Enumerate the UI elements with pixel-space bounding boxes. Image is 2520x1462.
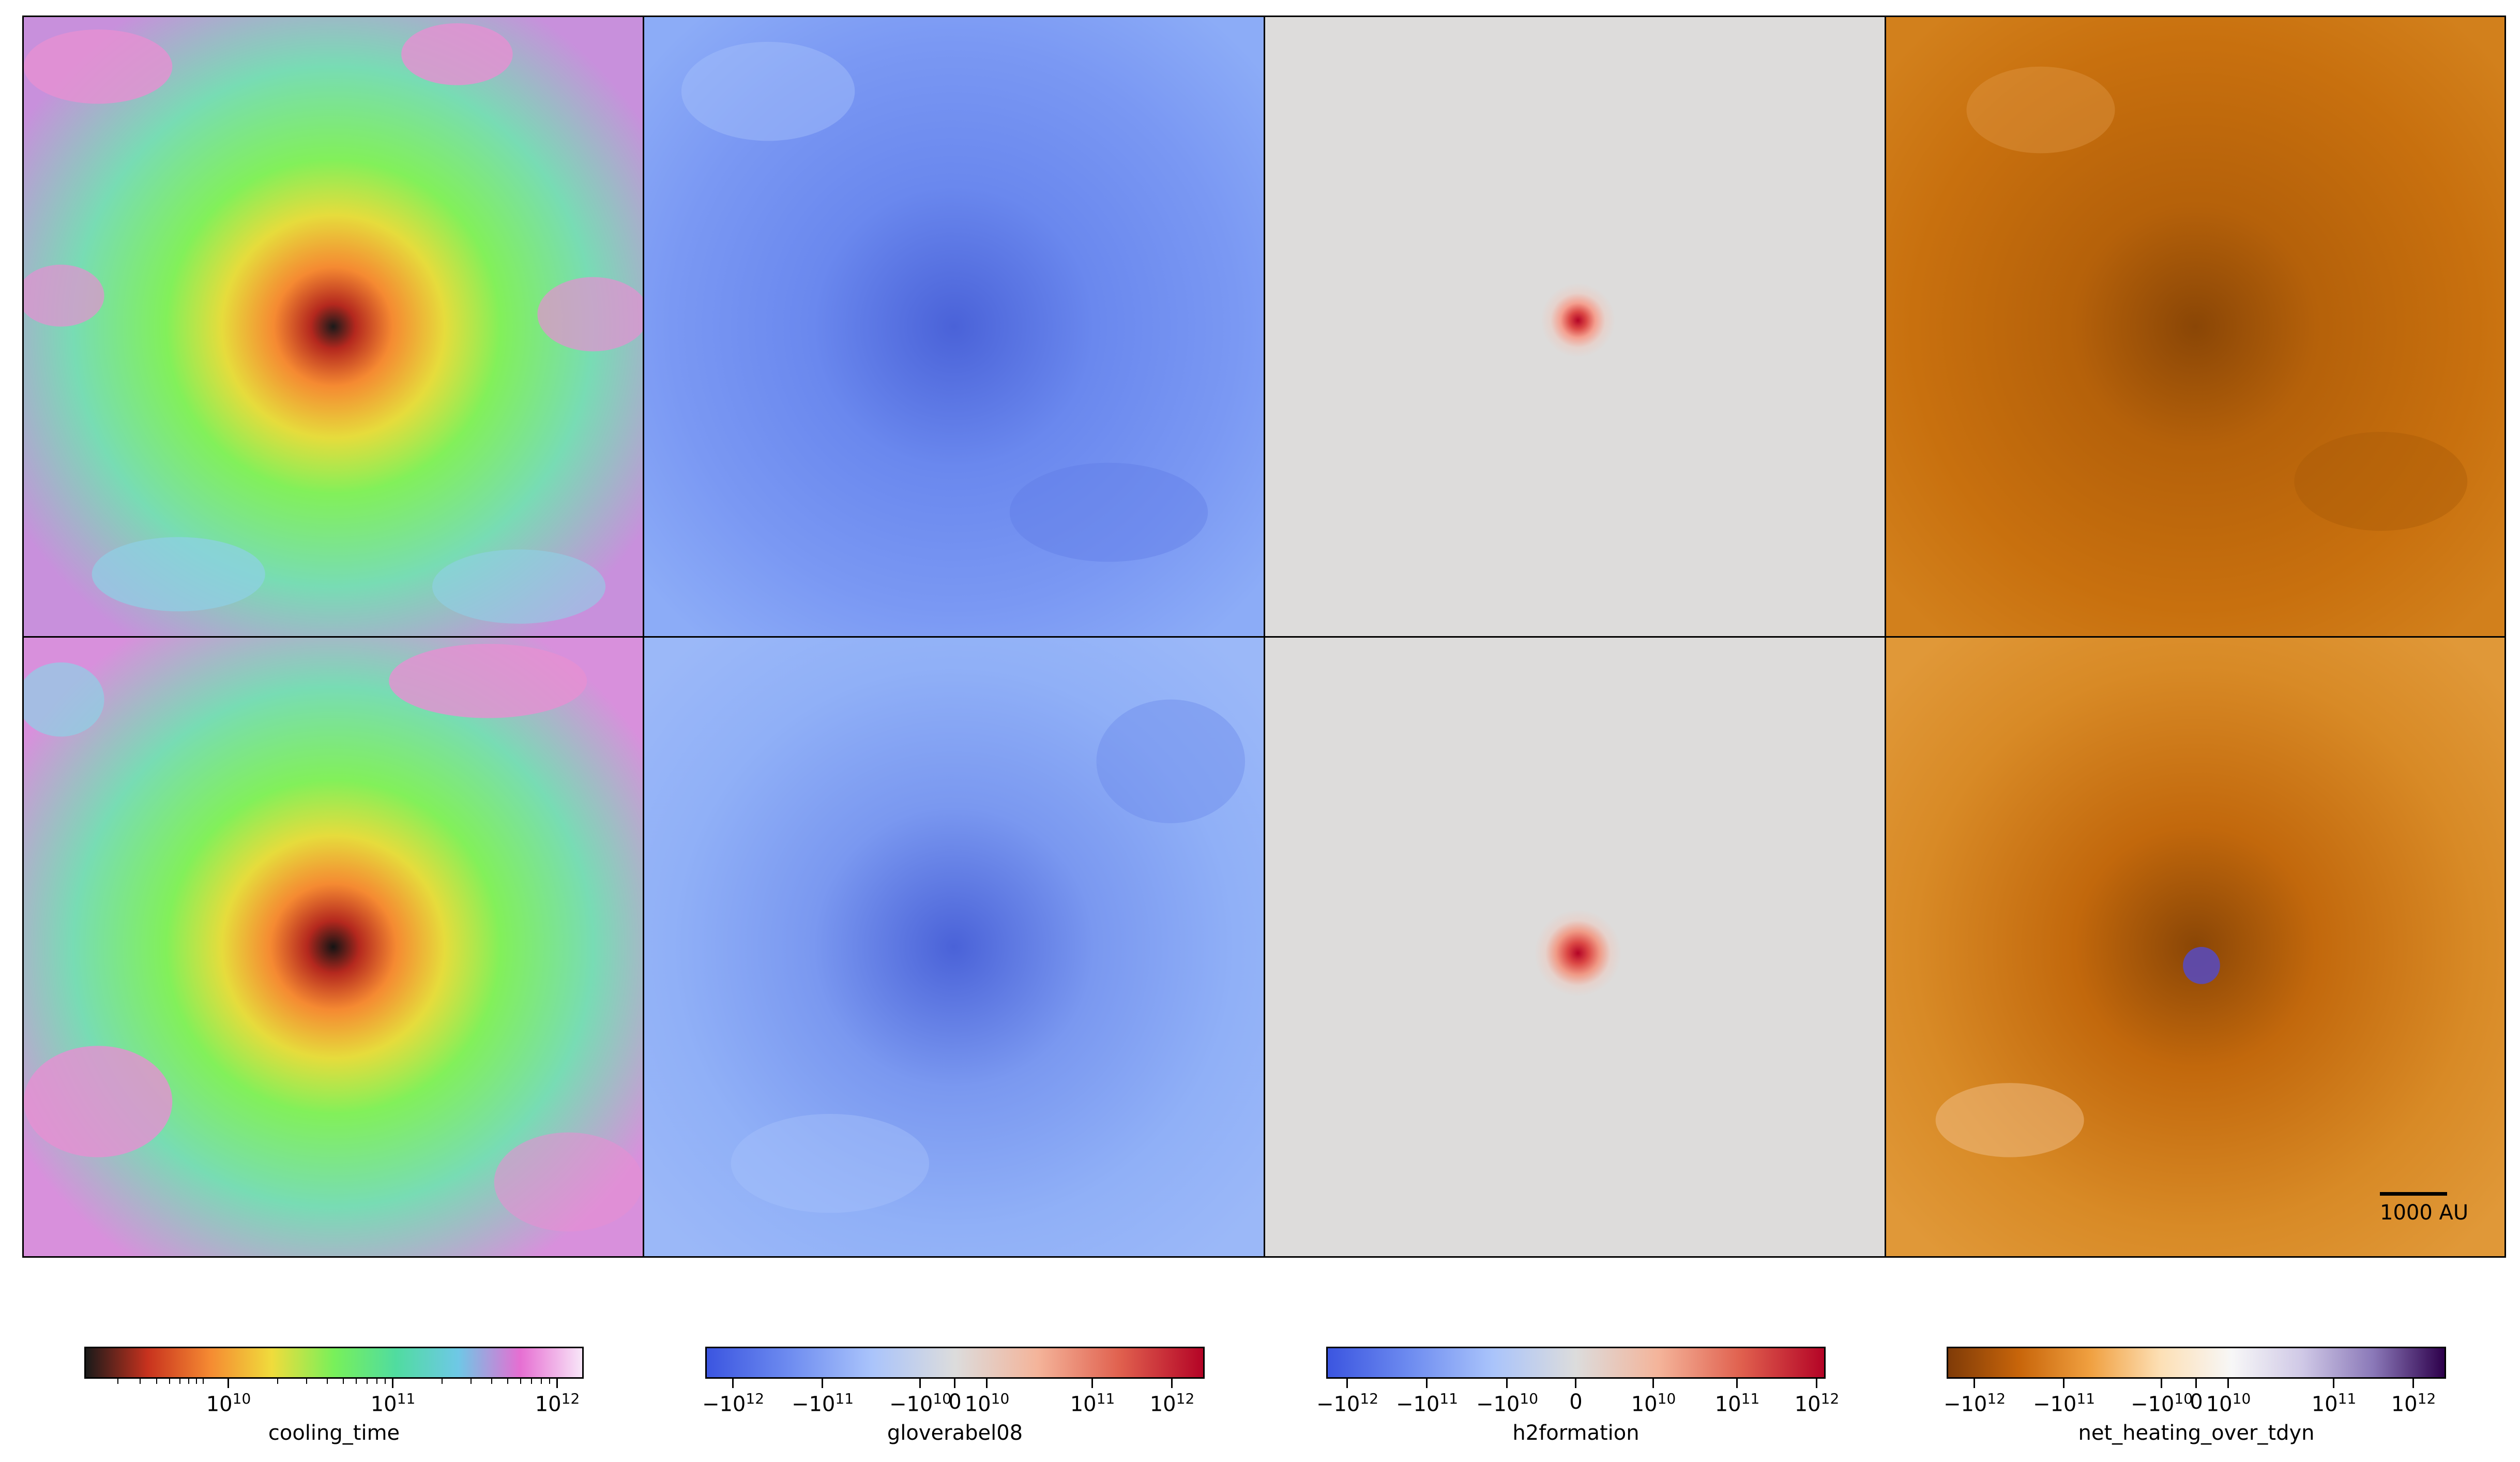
tick-label: −1010 bbox=[2130, 1390, 2193, 1416]
tick-label: 1012 bbox=[1794, 1390, 1840, 1416]
panel-net-heating-row1 bbox=[1885, 16, 2506, 638]
tick-label: 1011 bbox=[1070, 1390, 1115, 1416]
colorbar-title: gloverabel08 bbox=[887, 1421, 1023, 1445]
tick-neg-1e10 bbox=[2161, 1379, 2162, 1388]
scale-bar bbox=[2380, 1192, 2447, 1196]
tick-neg-1e11 bbox=[822, 1379, 823, 1388]
tick-label: 1011 bbox=[370, 1390, 416, 1416]
panel-gloverabel08-row1 bbox=[643, 16, 1265, 638]
tick-label: 1011 bbox=[2311, 1390, 2357, 1416]
minor-tick bbox=[541, 1379, 542, 1384]
tick-neg-1e10 bbox=[919, 1379, 921, 1388]
tick-1e11 bbox=[392, 1379, 393, 1388]
panel-cooling-time-row1 bbox=[22, 16, 644, 638]
minor-tick bbox=[179, 1379, 180, 1384]
minor-tick bbox=[385, 1379, 386, 1384]
minor-tick bbox=[356, 1379, 357, 1384]
tick-1e12 bbox=[1171, 1379, 1173, 1388]
minor-tick bbox=[277, 1379, 278, 1384]
tick-label: 1011 bbox=[1714, 1390, 1760, 1416]
tick-1e10 bbox=[227, 1379, 229, 1388]
tick-label: −1012 bbox=[1316, 1390, 1379, 1416]
tick-label: −1010 bbox=[889, 1390, 952, 1416]
tick-1e11 bbox=[1736, 1379, 1738, 1388]
minor-tick bbox=[117, 1379, 118, 1384]
tick-neg-1e10 bbox=[1506, 1379, 1508, 1388]
colorbar-title: cooling_time bbox=[268, 1421, 400, 1445]
tick-1e11 bbox=[2333, 1379, 2334, 1388]
minor-tick bbox=[140, 1379, 141, 1384]
panel-cooling-time-row2 bbox=[22, 636, 644, 1258]
tick-label: −1011 bbox=[1395, 1390, 1459, 1416]
tick-neg-1e12 bbox=[1346, 1379, 1348, 1388]
panel-net-heating-row2 bbox=[1885, 636, 2506, 1258]
scale-bar-label: 1000 AU bbox=[2380, 1201, 2469, 1225]
tick-1e10 bbox=[2227, 1379, 2229, 1388]
panel-h2formation-row2 bbox=[1264, 636, 1886, 1258]
tick-zero bbox=[954, 1379, 955, 1388]
tick-label: 1010 bbox=[964, 1390, 1010, 1416]
tick-label: 1012 bbox=[535, 1390, 580, 1416]
colorbar-title: h2formation bbox=[1512, 1421, 1639, 1445]
minor-tick bbox=[376, 1379, 377, 1384]
panel-h2formation-row1 bbox=[1264, 16, 1886, 638]
colorbar-h2formation bbox=[1326, 1347, 1826, 1379]
minor-tick bbox=[156, 1379, 157, 1384]
minor-tick bbox=[203, 1379, 204, 1384]
tick-zero bbox=[1575, 1379, 1576, 1388]
tick-neg-1e12 bbox=[1974, 1379, 1975, 1388]
tick-label: 0 bbox=[1569, 1390, 1583, 1414]
tick-1e10 bbox=[986, 1379, 988, 1388]
panel-gloverabel08-row2 bbox=[643, 636, 1265, 1258]
minor-tick bbox=[470, 1379, 472, 1384]
minor-tick bbox=[549, 1379, 550, 1384]
tick-label: −1011 bbox=[791, 1390, 854, 1416]
tick-neg-1e12 bbox=[732, 1379, 734, 1388]
tick-1e12 bbox=[2412, 1379, 2414, 1388]
tick-label: −1012 bbox=[702, 1390, 765, 1416]
minor-tick bbox=[442, 1379, 443, 1384]
tick-neg-1e11 bbox=[2063, 1379, 2064, 1388]
tick-label: −1010 bbox=[1476, 1390, 1539, 1416]
colorbar-title: net_heating_over_tdyn bbox=[2078, 1421, 2315, 1445]
colorbar-cooling-time bbox=[84, 1347, 584, 1379]
minor-tick bbox=[531, 1379, 532, 1384]
minor-tick bbox=[196, 1379, 197, 1384]
tick-neg-1e11 bbox=[1426, 1379, 1428, 1388]
colorbar-gloverabel08 bbox=[705, 1347, 1205, 1379]
tick-label: 1012 bbox=[2391, 1390, 2436, 1416]
tick-label: 1012 bbox=[1149, 1390, 1195, 1416]
tick-label: 0 bbox=[2190, 1390, 2203, 1414]
minor-tick bbox=[367, 1379, 368, 1384]
tick-label: −1011 bbox=[2032, 1390, 2096, 1416]
minor-tick bbox=[169, 1379, 170, 1384]
tick-1e11 bbox=[1091, 1379, 1093, 1388]
tick-label: 0 bbox=[948, 1390, 962, 1414]
tick-label: −1012 bbox=[1943, 1390, 2006, 1416]
tick-zero bbox=[2195, 1379, 2197, 1388]
tick-1e10 bbox=[1652, 1379, 1654, 1388]
tick-label: 1010 bbox=[206, 1390, 251, 1416]
tick-label: 1010 bbox=[1631, 1390, 1676, 1416]
minor-tick bbox=[188, 1379, 189, 1384]
minor-tick bbox=[520, 1379, 521, 1384]
minor-tick bbox=[507, 1379, 508, 1384]
minor-tick bbox=[306, 1379, 307, 1384]
minor-tick bbox=[491, 1379, 492, 1384]
minor-tick bbox=[327, 1379, 328, 1384]
minor-tick bbox=[343, 1379, 344, 1384]
colorbar-net-heating bbox=[1947, 1347, 2446, 1379]
tick-label: 1010 bbox=[2206, 1390, 2251, 1416]
tick-1e12 bbox=[1816, 1379, 1817, 1388]
tick-1e12 bbox=[556, 1379, 558, 1388]
